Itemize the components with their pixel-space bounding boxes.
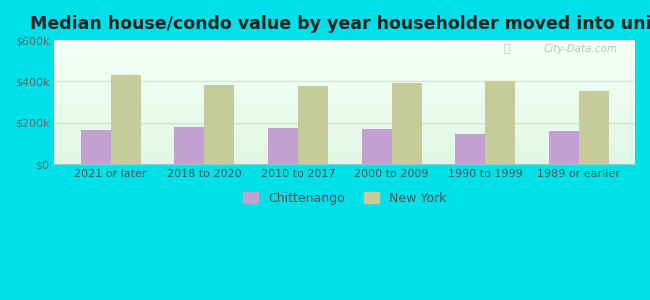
Bar — [391, 83, 421, 164]
Bar — [485, 81, 515, 164]
Legend: Chittenango, New York: Chittenango, New York — [239, 187, 451, 210]
Bar — [81, 130, 110, 164]
Text: ⓘ: ⓘ — [504, 44, 510, 54]
Bar — [204, 85, 234, 164]
Title: Median house/condo value by year householder moved into unit: Median house/condo value by year househo… — [30, 15, 650, 33]
Text: City-Data.com: City-Data.com — [543, 44, 618, 54]
Bar — [298, 85, 328, 164]
Bar — [174, 127, 204, 164]
Bar — [111, 75, 140, 164]
Bar — [361, 129, 391, 164]
Bar — [268, 128, 298, 164]
Bar — [549, 131, 578, 164]
Bar — [578, 92, 609, 164]
Bar — [455, 134, 485, 164]
